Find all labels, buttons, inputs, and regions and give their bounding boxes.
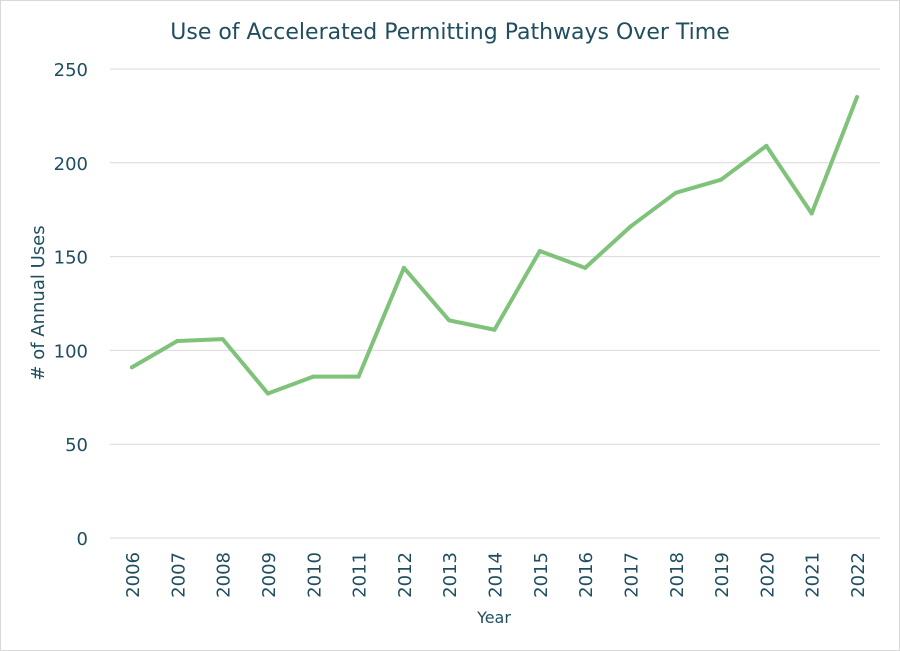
x-tick-label: 2017 [621,552,642,598]
data-point-2015 [537,248,542,253]
data-point-2022 [855,95,859,100]
x-tick-label: 2006 [123,552,144,598]
x-tick-label: 2021 [803,552,824,598]
x-tick-label: 2007 [168,552,189,598]
data-point-2019 [719,177,724,182]
data-point-2017 [628,224,633,229]
chart-title: Use of Accelerated Permitting Pathways O… [170,20,730,45]
y-tick-label: 50 [65,435,88,456]
x-tick-label: 2018 [667,552,688,598]
y-tick-label: 100 [54,341,88,362]
x-tick-label: 2010 [304,552,325,598]
y-tick-label: 250 [54,60,88,81]
y-tick-label: 150 [54,248,88,269]
data-point-2013 [447,318,452,323]
data-point-2016 [583,265,588,270]
data-point-2007 [175,339,180,344]
y-tick-label: 200 [54,154,88,175]
x-axis-label: Year [476,608,511,627]
data-point-2012 [401,265,406,270]
data-point-2021 [809,211,814,216]
x-tick-label: 2019 [712,552,733,598]
data-point-2009 [265,391,270,396]
data-point-2014 [492,327,497,332]
data-point-2011 [356,374,361,379]
x-tick-label: 2014 [486,552,507,598]
x-tick-label: 2008 [214,552,235,598]
data-point-2010 [311,374,316,379]
data-point-2020 [764,143,769,148]
series-line [130,95,859,396]
x-tick-label: 2022 [848,552,869,598]
x-tick-label: 2020 [757,552,778,598]
data-point-2008 [220,337,225,342]
x-tick-label: 2012 [395,552,416,598]
data-point-2018 [673,190,678,195]
data-point-2006 [130,365,134,370]
x-tick-label: 2016 [576,552,597,598]
x-tick-label: 2013 [440,552,461,598]
y-axis-label: # of Annual Uses [28,225,49,380]
x-tick-label: 2015 [531,552,552,598]
y-tick-label: 0 [77,529,88,550]
x-tick-label: 2011 [350,552,371,598]
x-tick-label: 2009 [259,552,280,598]
